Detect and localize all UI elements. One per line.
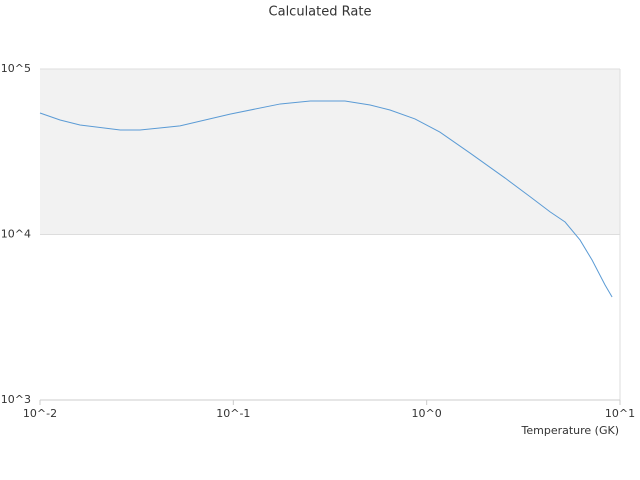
chart-title: Calculated Rate — [269, 5, 372, 20]
x-tick-label: 10^-1 — [216, 407, 250, 420]
x-tick-label: 10^-2 — [23, 407, 57, 420]
x-tick-label: 10^1 — [605, 407, 635, 420]
x-tick-label: 10^0 — [412, 407, 442, 420]
y-tick-label: 10^3 — [1, 393, 31, 406]
y-tick-label: 10^5 — [1, 62, 31, 75]
plot-band — [40, 69, 620, 235]
y-tick-label: 10^4 — [1, 228, 31, 241]
x-axis-label: Temperature (GK) — [521, 424, 620, 437]
line-series — [39, 100, 613, 298]
